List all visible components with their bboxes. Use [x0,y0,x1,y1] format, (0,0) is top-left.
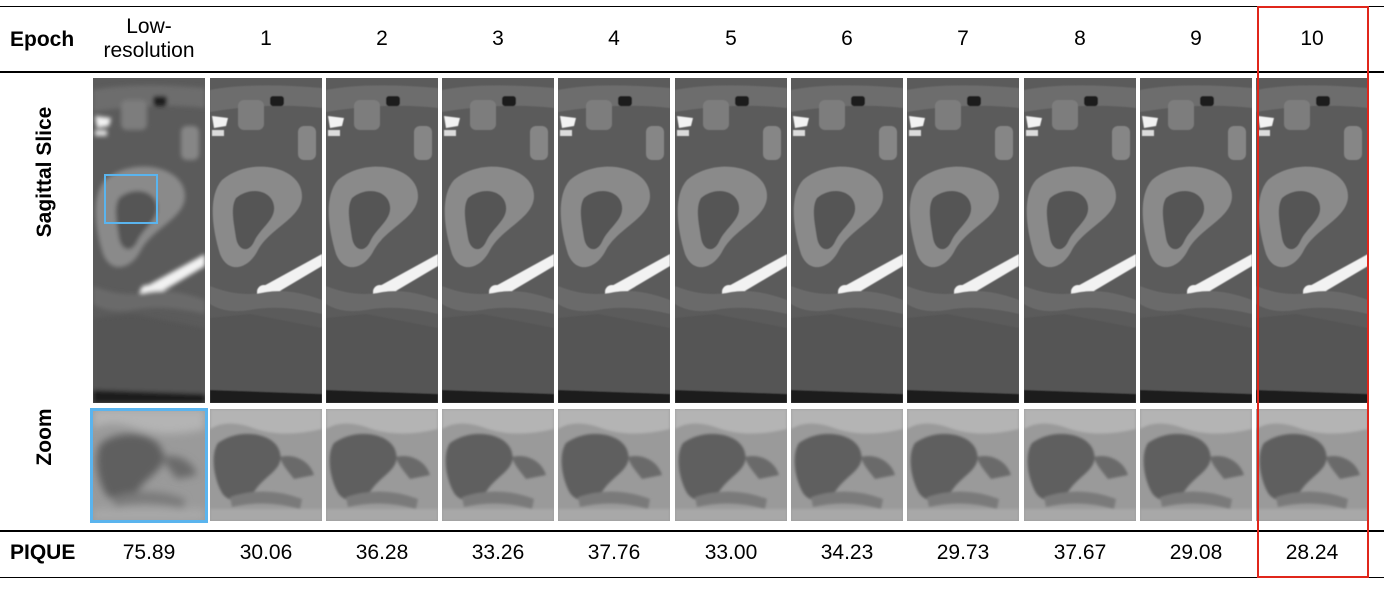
col-header-epoch-4: 4 [608,27,620,50]
pique-row-label: PIQUE [10,541,76,564]
pique-epoch-3: 33.26 [471,541,525,564]
col-header-epoch-9: 9 [1190,27,1202,50]
sagittal-slice-epoch-2 [326,78,438,403]
zoom-epoch-2 [326,409,438,521]
col-header-epoch-10: 10 [1300,27,1324,50]
pique-epoch-6: 34.23 [820,541,874,564]
col-header-lowres: Low-resolution [93,8,205,70]
col-header-epoch-2: 2 [376,27,388,50]
zoom-epoch-7 [907,409,1019,521]
pique-epoch-2: 36.28 [355,541,409,564]
zoom-epoch-1 [210,409,322,521]
zoom-epoch-4 [558,409,670,521]
col-header-epoch-6: 6 [841,27,853,50]
pique-lowres: 75.89 [122,541,176,564]
sagittal-slice-epoch-10 [1256,78,1368,403]
zoom-row-label: Zoom [33,408,56,466]
sagittal-row-label: Sagittal Slice [33,106,56,238]
sagittal-slice-epoch-1 [210,78,322,403]
zoom-epoch-9 [1140,409,1252,521]
sagittal-slice-epoch-8 [1024,78,1136,403]
sagittal-slice-epoch-4 [558,78,670,403]
col-header-epoch-1: 1 [260,27,272,50]
header-rule [0,71,1384,73]
pique-epoch-1: 30.06 [239,541,293,564]
epoch-row-label: Epoch [10,28,75,51]
zoom-epoch-5 [675,409,787,521]
pique-epoch-9: 29.08 [1169,541,1223,564]
sagittal-slice-epoch-3 [442,78,554,403]
pique-epoch-7: 29.73 [936,541,990,564]
zoom-lowres [93,409,205,521]
sagittal-slice-lowres [93,78,205,403]
zoom-epoch-10 [1256,409,1368,521]
zoom-epoch-3 [442,409,554,521]
col-header-lowres-text: Low-resolution [103,15,195,62]
sagittal-slice-epoch-5 [675,78,787,403]
pique-epoch-8: 37.67 [1053,541,1107,564]
zoom-frame-lowres [90,408,208,523]
top-rule [0,6,1384,7]
sagittal-slice-epoch-6 [791,78,903,403]
sagittal-slice-epoch-7 [907,78,1019,403]
col-header-epoch-7: 7 [957,27,969,50]
col-header-epoch-3: 3 [492,27,504,50]
pique-epoch-4: 37.76 [587,541,641,564]
bottom-rule [0,577,1384,578]
zoom-epoch-8 [1024,409,1136,521]
roi-box [104,174,158,224]
col-header-epoch-5: 5 [725,27,737,50]
zoom-epoch-6 [791,409,903,521]
metric-rule [0,530,1384,532]
col-header-epoch-8: 8 [1074,27,1086,50]
pique-epoch-10: 28.24 [1285,541,1339,564]
pique-epoch-5: 33.00 [704,541,758,564]
sagittal-slice-epoch-9 [1140,78,1252,403]
